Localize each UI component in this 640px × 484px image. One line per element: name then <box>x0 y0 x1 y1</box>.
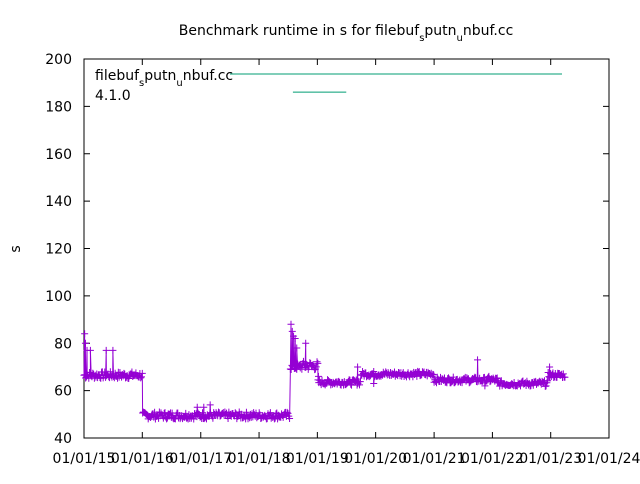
series-1-point <box>541 382 549 390</box>
y-tick-label: 140 <box>45 194 72 210</box>
series-1-point <box>314 359 322 367</box>
series-1-point <box>90 374 98 382</box>
x-tick-label: 01/01/21 <box>403 451 466 467</box>
series-1-point <box>318 376 326 384</box>
chart-title-part-a: Benchmark runtime in s for filebuf <box>179 23 421 39</box>
chart-title-part-e: nbuf.cc <box>463 23 513 39</box>
series-1-point <box>542 382 550 390</box>
series-1-point <box>142 410 150 418</box>
x-tick-label: 01/01/24 <box>578 451 640 467</box>
chart-title-sub-u: u <box>457 33 463 44</box>
y-axis-label: s <box>8 245 24 252</box>
y-tick-label: 160 <box>45 147 72 163</box>
series-1-line <box>83 324 565 421</box>
series-1-point <box>109 346 117 354</box>
series-1-point <box>444 375 452 383</box>
x-tick-label: 01/01/19 <box>286 451 349 467</box>
series-1-point <box>231 409 239 417</box>
x-tick-label: 01/01/17 <box>169 451 232 467</box>
legend-1-sub-s: s <box>139 78 144 89</box>
series-1-point <box>463 374 471 382</box>
series-1-point <box>529 381 537 389</box>
series-1-point <box>561 373 569 381</box>
series-1-point <box>474 356 482 364</box>
series-1-point <box>242 408 250 416</box>
x-tick-label: 01/01/22 <box>461 451 524 467</box>
series-1-point <box>185 411 193 419</box>
series-1-point <box>308 361 316 369</box>
x-tick-label: 01/01/20 <box>344 451 407 467</box>
series-1-point <box>81 330 89 338</box>
series-1-point <box>313 358 321 366</box>
series-1-point <box>356 381 364 389</box>
series-1-point <box>86 346 94 354</box>
series-1-point <box>111 369 119 377</box>
axes: 40 60 80 100 120 140 160 180 200 01/01/1501/01/16… <box>45 52 640 467</box>
chart-title-sub-s: s <box>419 33 424 44</box>
series-1-point <box>81 339 89 347</box>
series-1-point <box>354 363 362 371</box>
series-1-point <box>356 378 364 386</box>
series-1-point <box>430 371 438 379</box>
legend: filebufsputnunbuf.cc 4.1.0 <box>95 68 562 104</box>
x-tick-label: 01/01/15 <box>53 451 116 467</box>
legend-1-part-e: nbuf.cc <box>183 68 233 84</box>
y-tick-label: 200 <box>45 52 72 68</box>
series-1-point <box>347 380 355 388</box>
y-tick-label: 80 <box>54 336 72 352</box>
chart-title-part-c: putn <box>424 23 456 39</box>
plot-area <box>80 91 569 423</box>
series-1-point <box>546 363 554 371</box>
series-1-point <box>458 379 466 387</box>
series-1-point <box>206 401 214 409</box>
series-1-point <box>296 364 304 372</box>
series-1-point <box>293 344 301 352</box>
series-1-point <box>314 372 322 380</box>
series-1-point <box>291 335 299 343</box>
series-1-point <box>138 369 146 377</box>
series-1-point <box>444 374 452 382</box>
y-tick-label: 100 <box>45 289 72 305</box>
x-tick-label: 01/01/18 <box>228 451 291 467</box>
series-1-point <box>299 357 307 365</box>
series-1-point <box>312 363 320 371</box>
series-1-point <box>287 320 295 328</box>
series-1-point <box>481 379 489 387</box>
legend-1-part-c: putn <box>144 68 176 84</box>
series-1-point <box>182 409 190 417</box>
series-1-point <box>288 327 296 335</box>
series-1-point <box>413 372 421 380</box>
series-1-point <box>370 380 378 388</box>
x-tick-label: 01/01/16 <box>111 451 174 467</box>
series-1-point <box>559 370 567 378</box>
series-1-point <box>137 374 145 382</box>
series-1-point <box>302 339 310 347</box>
y-tick-label: 180 <box>45 99 72 115</box>
series-1-point <box>286 414 294 422</box>
series-1-point <box>200 403 208 411</box>
series-1-point <box>102 346 110 354</box>
legend-1-part-a: filebuf <box>95 68 140 84</box>
chart-title: Benchmark runtime in s for filebufsputnu… <box>179 23 514 44</box>
legend-1-sub-u: u <box>176 78 182 89</box>
series-1-point <box>370 368 378 376</box>
legend-label-series-1: filebufsputnunbuf.cc <box>95 68 233 89</box>
legend-label-series-2: 4.1.0 <box>95 88 131 104</box>
series-1-point <box>283 408 291 416</box>
y-tick-label: 40 <box>54 431 72 447</box>
y-tick-label: 60 <box>54 384 72 400</box>
series-1-point <box>163 415 171 423</box>
series-1-point <box>266 409 274 417</box>
series-1-point <box>137 373 145 381</box>
series-1-point <box>160 409 168 417</box>
x-tick-label: 01/01/23 <box>519 451 582 467</box>
y-tick-label: 120 <box>45 242 72 258</box>
series-1-point <box>199 409 207 417</box>
